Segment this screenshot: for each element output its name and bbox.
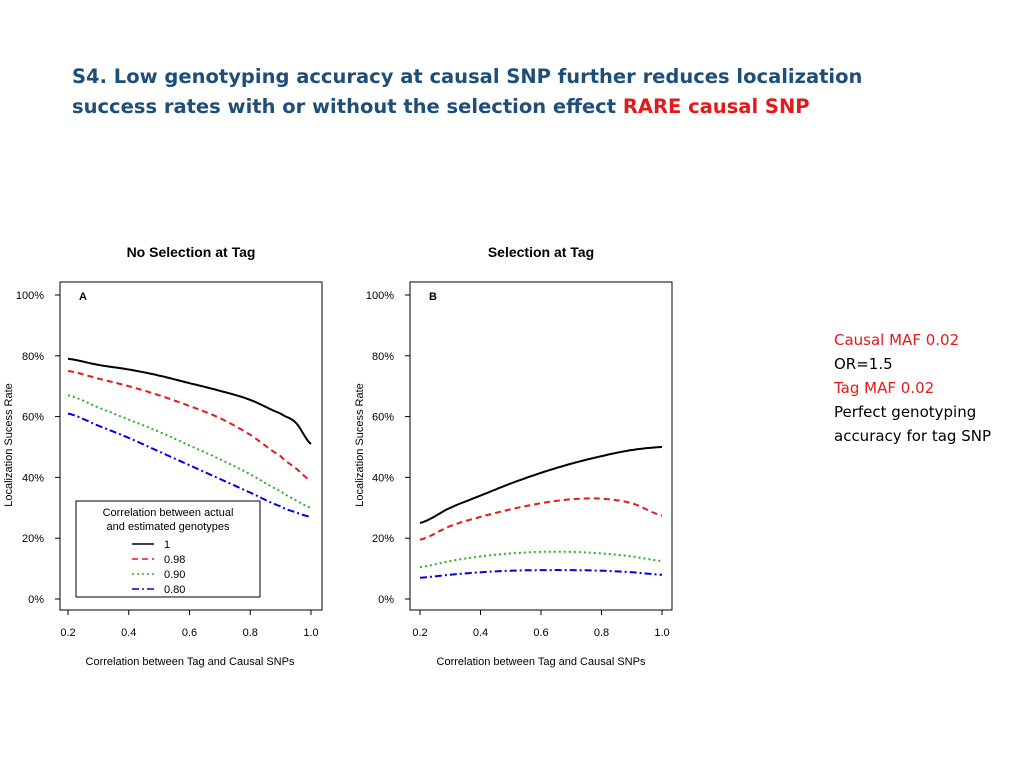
panel-b-xtick-label: 0.8 (594, 627, 609, 639)
panel-a-xtick-label: 0.4 (121, 627, 136, 639)
panel-a-xtick-label: 0.8 (243, 627, 258, 639)
panel-b-xtick-label: 0.4 (473, 627, 488, 639)
slide-title: S4. Low genotyping accuracy at causal SN… (72, 62, 952, 122)
panel-a-plot: A 0% 20% 40% 60% 80% 100% 0.2 0.4 0.6 0.8 1.0 Correl… (16, 281, 323, 639)
panel-a-ytick-label: 60% (22, 412, 44, 424)
panel-b-xtick-label: 0.2 (412, 627, 427, 639)
panel-a-series-1 (67, 357, 312, 445)
panel-a-xtick-label: 1.0 (303, 627, 318, 639)
panel-a-xtick-label: 0.6 (182, 627, 197, 639)
panel-b-series-090 (419, 550, 663, 569)
panel-a-frame (59, 281, 323, 611)
note-line-0: Causal MAF 0.02 (834, 331, 960, 349)
note-line-3: Perfect genotyping accuracy for tag SNP (834, 403, 991, 445)
panel-b-plot: B 0% 20% 40% 60% 80% 100% 0.2 0.4 0.6 0.8 1.0 (366, 281, 673, 639)
panel-b-series-1 (419, 446, 663, 524)
panel-a-ytick-label: 80% (22, 351, 44, 363)
legend-title-line2: and estimated genotypes (107, 521, 230, 533)
panel-a-xtick-label: 0.2 (60, 627, 75, 639)
panel-b-letter: B (429, 291, 437, 303)
panel-b-xtick-label: 1.0 (654, 627, 669, 639)
panel-a-ytick-label: 40% (22, 472, 44, 484)
panel-b-ytick-label: 80% (372, 351, 394, 363)
panel-b-frame (409, 281, 673, 611)
legend-title-line1: Correlation between actual (103, 507, 234, 519)
panel-b-title: Selection at Tag (487, 244, 595, 260)
legend-box (75, 500, 261, 598)
note-line-1: OR=1.5 (834, 355, 893, 373)
panel-b-xtick-label: 0.6 (533, 627, 548, 639)
slide-title-main: S4. Low genotyping accuracy at causal SN… (72, 65, 863, 118)
panel-b-xlabel: Correlation between Tag and Causal SNPs (436, 656, 646, 668)
panel-b-ytick-label: 60% (372, 412, 394, 424)
legend-label-090: 0.90 (164, 569, 185, 581)
slide-title-highlight: RARE causal SNP (622, 95, 810, 118)
panel-a-xlabel: Correlation between Tag and Causal SNPs (85, 656, 295, 668)
legend-label-1: 1 (164, 539, 170, 551)
panel-a-ytick-label: 100% (16, 290, 44, 302)
panel-b-ytick-label: 20% (372, 533, 394, 545)
panel-a-ytick-label: 20% (22, 533, 44, 545)
panel-a-legend: Correlation between actual and estimated … (75, 500, 261, 598)
panel-a-series-080 (67, 412, 312, 518)
panel-a-title: No Selection at Tag (126, 244, 256, 260)
panel-b-ytick-label: 100% (366, 290, 394, 302)
panel-b-ytick-label: 0% (378, 594, 394, 606)
panel-b-ytick-label: 40% (372, 472, 394, 484)
parameters-notes: Causal MAF 0.02 OR=1.5 Tag MAF 0.02 Perfect… (834, 328, 1014, 448)
panel-a-letter: A (79, 291, 87, 303)
panel-a-series-098 (67, 370, 312, 482)
note-line-2: Tag MAF 0.02 (834, 379, 935, 397)
legend-label-098: 0.98 (164, 554, 185, 566)
panel-b-series-080 (419, 569, 663, 579)
panel-a-ytick-label: 0% (28, 594, 44, 606)
legend-label-080: 0.80 (164, 584, 185, 596)
panel-b-series-098 (419, 497, 663, 541)
